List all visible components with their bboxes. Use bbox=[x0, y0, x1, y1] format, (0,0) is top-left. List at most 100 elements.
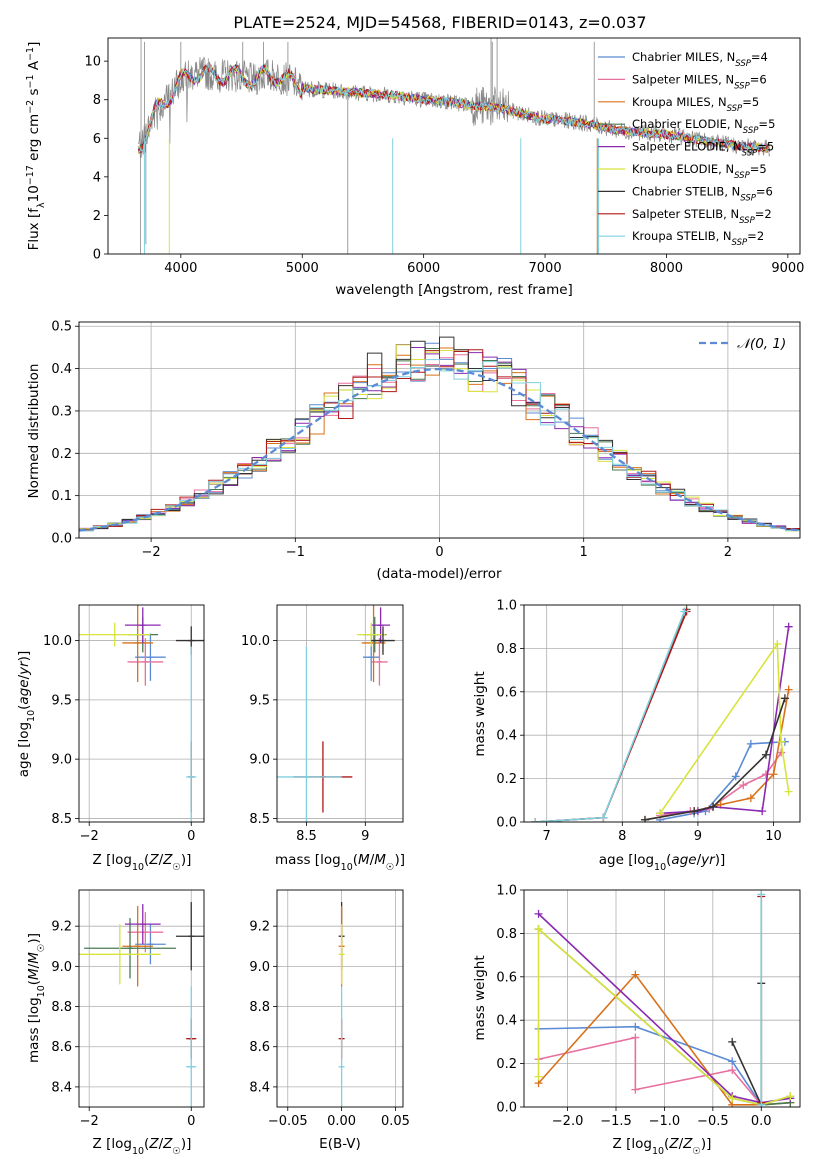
weight-point-marker bbox=[773, 640, 782, 649]
weight-point-marker bbox=[631, 970, 640, 979]
ebv_mass-plot-area bbox=[338, 902, 345, 1107]
legend-model-name: Chabrier STELIB bbox=[632, 184, 724, 198]
weight-point-marker bbox=[728, 1094, 737, 1103]
legend-model-name: Kroupa MILES bbox=[632, 95, 711, 109]
y-tick-label: 0 bbox=[93, 248, 101, 263]
y-tick-label: 0.6 bbox=[496, 970, 517, 985]
y-tick-label: 0.4 bbox=[51, 362, 72, 377]
y-tick-label: 8.8 bbox=[51, 1000, 72, 1015]
x-tick-label: 0 bbox=[435, 545, 443, 560]
weight-point-marker bbox=[731, 772, 740, 781]
legend-model-name: Chabrier ELODIE bbox=[632, 117, 727, 131]
legend-nssp: 2 bbox=[764, 207, 771, 221]
axes-frame bbox=[78, 604, 205, 823]
z_weight-panel: −2.0 −1.5 −1.0 −0.5 0.0 0.0 0.2 0.4 0.6 0.8 1.0 Z [… bbox=[472, 884, 801, 1157]
weight-point-marker bbox=[746, 739, 755, 748]
z-mass-x-label: Z [log10(Z/Z☉)] bbox=[93, 1136, 192, 1157]
legend-entry: Kroupa MILES, NSSP=5 bbox=[632, 95, 759, 114]
x-tick-label: 4000 bbox=[164, 261, 197, 276]
legend-model-name: Salpeter ELODIE bbox=[632, 140, 726, 154]
z-age-y-label: age [log10(age/yr)] bbox=[16, 651, 37, 777]
weight-point-marker bbox=[746, 794, 755, 803]
legend-nssp: 4 bbox=[761, 50, 768, 64]
spectrum-x-label: wavelength [Angstrom, rest frame] bbox=[335, 282, 573, 298]
legend-entry: Kroupa STELIB, NSSP=2 bbox=[632, 229, 764, 248]
y-tick-label: 6 bbox=[93, 132, 101, 147]
axes-frame bbox=[107, 37, 801, 255]
weight-series-line bbox=[659, 641, 790, 814]
legend-nssp: 5 bbox=[752, 95, 759, 109]
legend-model-name: Kroupa ELODIE bbox=[632, 162, 718, 176]
weight-series-line bbox=[535, 611, 686, 822]
y-tick-label: 10 bbox=[84, 55, 101, 70]
weight-point-marker bbox=[728, 1066, 737, 1075]
y-tick-label: 1.0 bbox=[496, 599, 517, 614]
legend-model-name: Chabrier MILES bbox=[632, 50, 719, 64]
ebv_mass-panel: −0.05 0.00 0.05 8.4 8.6 8.8 9.0 9.2 E(B-V) bbox=[249, 889, 410, 1152]
legend-nssp: 6 bbox=[759, 72, 766, 86]
x-tick-label: 2 bbox=[724, 545, 732, 560]
y-tick-label: 0.0 bbox=[496, 1101, 517, 1116]
y-tick-label: 4 bbox=[93, 170, 101, 185]
x-tick-label: −0.05 bbox=[268, 1114, 308, 1129]
y-tick-label: 0.2 bbox=[51, 447, 72, 462]
normal-reference-curve bbox=[79, 367, 800, 532]
weight-point-marker bbox=[777, 737, 786, 746]
residuals-y-label: Normed distribution bbox=[26, 364, 42, 499]
x-tick-label: −1.0 bbox=[649, 1114, 681, 1129]
x-tick-label: 10 bbox=[765, 829, 782, 844]
y-tick-label: 8.4 bbox=[51, 1080, 72, 1095]
age-weight-x-label: age [log10(age/yr)] bbox=[599, 852, 725, 873]
x-tick-label: 0 bbox=[187, 1114, 195, 1129]
y-tick-label: 0.2 bbox=[496, 772, 517, 787]
weight-point-marker bbox=[599, 813, 608, 822]
legend-entry: Salpeter ELODIE, NSSP=5 bbox=[632, 140, 774, 159]
spectrum-y-label: Flux [fλ10−17 erg cm−2 s−1 A−1] bbox=[25, 42, 47, 251]
weight-point-marker bbox=[757, 1100, 766, 1107]
legend-entry: Salpeter STELIB, NSSP=2 bbox=[632, 207, 772, 226]
weight-point-marker bbox=[534, 1072, 543, 1081]
z-mass-y-label: mass [log10(M/M☉)] bbox=[26, 933, 47, 1063]
weight-point-marker bbox=[784, 622, 793, 631]
weight-point-marker bbox=[784, 787, 793, 796]
x-tick-label: 8.5 bbox=[296, 829, 317, 844]
axes-frame bbox=[276, 889, 404, 1108]
legend-nssp: 5 bbox=[768, 117, 775, 131]
weight-point-marker bbox=[631, 1085, 640, 1094]
y-tick-label: 8.5 bbox=[249, 812, 270, 827]
z-weight-x-label: Z [log10(Z/Z☉)] bbox=[613, 1136, 712, 1157]
legend-model-name: Salpeter MILES bbox=[632, 72, 718, 86]
y-tick-label: 0.1 bbox=[51, 489, 72, 504]
weight-point-marker bbox=[761, 750, 770, 759]
x-tick-label: 1 bbox=[580, 545, 588, 560]
legend-entry: Chabrier MILES, NSSP=4 bbox=[632, 50, 768, 69]
x-tick-label: 7000 bbox=[529, 261, 562, 276]
mass_age-plot-area bbox=[277, 605, 395, 822]
weight-point-marker bbox=[709, 802, 718, 811]
weight-point-marker bbox=[728, 1057, 737, 1066]
y-tick-label: 0.0 bbox=[496, 816, 517, 831]
y-tick-label: 0.6 bbox=[496, 685, 517, 700]
weight-point-marker bbox=[534, 909, 543, 918]
axes-frame bbox=[78, 321, 801, 539]
y-tick-label: 9.0 bbox=[51, 960, 72, 975]
weight-point-marker bbox=[777, 748, 786, 757]
x-tick-label: −1.5 bbox=[600, 1114, 632, 1129]
y-tick-label: 8.8 bbox=[249, 1000, 270, 1015]
legend-entry: Chabrier STELIB, NSSP=6 bbox=[632, 184, 773, 203]
x-tick-label: 8 bbox=[618, 829, 626, 844]
weight-point-marker bbox=[656, 809, 665, 818]
y-tick-label: 8.6 bbox=[51, 1040, 72, 1055]
y-tick-label: 0.8 bbox=[496, 642, 517, 657]
axes-frame bbox=[276, 604, 404, 823]
weight-point-marker bbox=[631, 1022, 640, 1031]
y-tick-label: 0.3 bbox=[51, 404, 72, 419]
weight-point-marker bbox=[534, 925, 543, 934]
x-tick-label: 0.00 bbox=[327, 1114, 356, 1129]
y-tick-label: 8.5 bbox=[51, 812, 72, 827]
y-tick-label: 9.2 bbox=[249, 920, 270, 935]
ebv-x-label: E(B-V) bbox=[319, 1136, 361, 1152]
y-tick-label: 9.0 bbox=[249, 753, 270, 768]
x-tick-label: −2 bbox=[80, 829, 99, 844]
